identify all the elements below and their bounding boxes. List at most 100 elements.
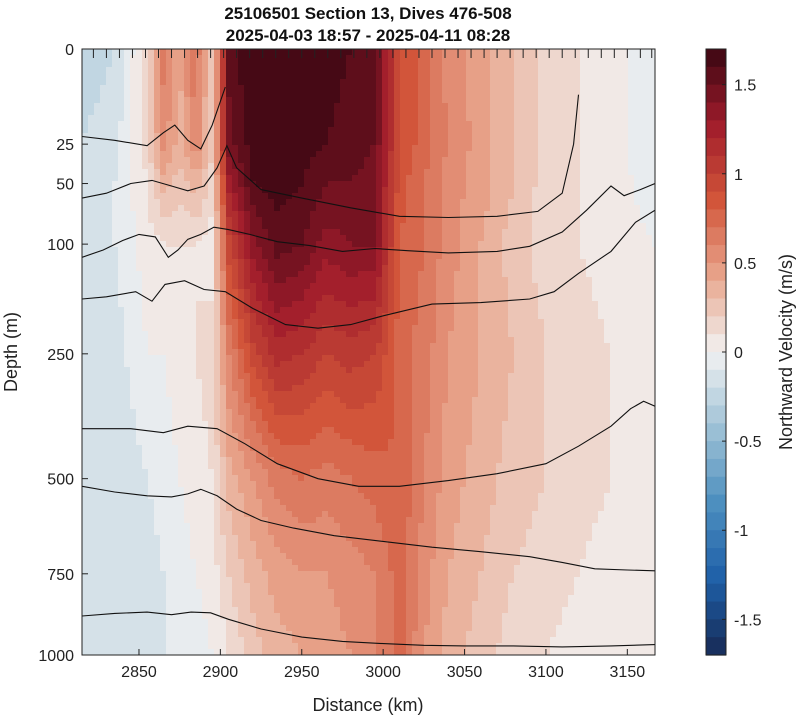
heatmap-cell [196, 355, 203, 362]
heatmap-cell [214, 589, 221, 596]
heatmap-cell [124, 379, 131, 386]
heatmap-cell [226, 241, 233, 248]
heatmap-cell [232, 649, 239, 655]
heatmap-cell [358, 127, 365, 134]
heatmap-cell [226, 391, 233, 398]
heatmap-cell [112, 73, 119, 80]
heatmap-cell [100, 475, 107, 482]
heatmap-cell [262, 601, 269, 608]
heatmap-cell [106, 343, 113, 350]
heatmap-cell [352, 643, 359, 650]
heatmap-cell [256, 337, 263, 344]
heatmap-cell [178, 199, 185, 206]
heatmap-cell [328, 115, 335, 122]
heatmap-cell [166, 421, 173, 428]
heatmap-cell [94, 607, 101, 614]
heatmap-cell [280, 625, 287, 632]
heatmap-cell [358, 607, 365, 614]
heatmap-cell [142, 229, 149, 236]
heatmap-cell [214, 367, 221, 374]
heatmap-cell [148, 577, 155, 584]
heatmap-cell [178, 253, 185, 260]
heatmap-cell [214, 301, 221, 308]
heatmap-cell [370, 277, 377, 284]
heatmap-cell [262, 361, 269, 368]
heatmap-cell [364, 613, 371, 620]
heatmap-cell [286, 427, 293, 434]
heatmap-cell [316, 121, 323, 128]
heatmap-cell [88, 481, 95, 488]
heatmap-cell [178, 319, 185, 326]
heatmap-cell [358, 265, 365, 272]
heatmap-cell [292, 109, 299, 116]
heatmap-cell [100, 355, 107, 362]
heatmap-cell [100, 577, 107, 584]
heatmap-cell [316, 487, 323, 494]
heatmap-cell [196, 229, 203, 236]
heatmap-cell [256, 577, 263, 584]
heatmap-cell [154, 235, 161, 242]
heatmap-cell [226, 373, 233, 380]
heatmap-cell [178, 547, 185, 554]
heatmap-cell [172, 247, 179, 254]
heatmap-cell [370, 589, 377, 596]
heatmap-cell [334, 487, 341, 494]
heatmap-cell [310, 217, 317, 224]
heatmap-cell [232, 307, 239, 314]
heatmap-cell [226, 559, 233, 566]
heatmap-cell [106, 547, 113, 554]
heatmap-cell [88, 619, 95, 626]
heatmap-cell [100, 325, 107, 332]
heatmap-cell [88, 73, 95, 80]
heatmap-cell [286, 175, 293, 182]
heatmap-cell [346, 535, 353, 542]
heatmap-cell [166, 223, 173, 230]
heatmap-cell [286, 325, 293, 332]
heatmap-cell [124, 169, 131, 176]
heatmap-cell [166, 355, 173, 362]
heatmap-cell [232, 559, 239, 566]
heatmap-cell [208, 607, 215, 614]
heatmap-cell [262, 445, 269, 452]
heatmap-cell [316, 553, 323, 560]
heatmap-cell [316, 55, 323, 62]
heatmap-cell [280, 91, 287, 98]
heatmap-cell [124, 613, 131, 620]
heatmap-cell [346, 259, 353, 266]
heatmap-cell [274, 247, 281, 254]
heatmap-cell [88, 91, 95, 98]
heatmap-cell [226, 313, 233, 320]
heatmap-cell [328, 181, 335, 188]
heatmap-cell [244, 613, 251, 620]
heatmap-cell [178, 337, 185, 344]
heatmap-cell [292, 91, 299, 98]
heatmap-cell [304, 637, 311, 644]
heatmap-cell [322, 187, 329, 194]
heatmap-cell [148, 547, 155, 554]
heatmap-cell [238, 85, 245, 92]
heatmap-cell [220, 307, 227, 314]
heatmap-cell [286, 379, 293, 386]
heatmap-cell [190, 361, 197, 368]
heatmap-cell [136, 445, 143, 452]
heatmap-cell [364, 109, 371, 116]
heatmap-cell [244, 175, 251, 182]
heatmap-cell [376, 271, 383, 278]
heatmap-cell [196, 115, 203, 122]
heatmap-cell [226, 253, 233, 260]
heatmap-cell [274, 199, 281, 206]
heatmap-cell [250, 133, 257, 140]
heatmap-cell [322, 307, 329, 314]
heatmap-cell [208, 601, 215, 608]
heatmap-cell [268, 121, 275, 128]
heatmap-cell [208, 307, 215, 314]
heatmap-cell [280, 307, 287, 314]
heatmap-cell [106, 493, 113, 500]
heatmap-cell [190, 73, 197, 80]
heatmap-cell [166, 145, 173, 152]
heatmap-cell [88, 475, 95, 482]
heatmap-cell [124, 475, 131, 482]
heatmap-cell [280, 121, 287, 128]
heatmap-cell [130, 439, 137, 446]
heatmap-cell [190, 265, 197, 272]
